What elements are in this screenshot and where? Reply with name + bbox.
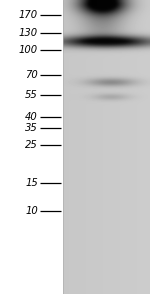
Text: 130: 130 xyxy=(19,28,38,38)
Text: 100: 100 xyxy=(19,45,38,55)
Text: 35: 35 xyxy=(25,123,38,133)
Text: 40: 40 xyxy=(25,112,38,122)
Text: 10: 10 xyxy=(25,206,38,216)
Text: 170: 170 xyxy=(19,10,38,20)
Text: 55: 55 xyxy=(25,90,38,100)
Text: 15: 15 xyxy=(25,178,38,188)
Text: 70: 70 xyxy=(25,70,38,80)
Text: 25: 25 xyxy=(25,140,38,150)
